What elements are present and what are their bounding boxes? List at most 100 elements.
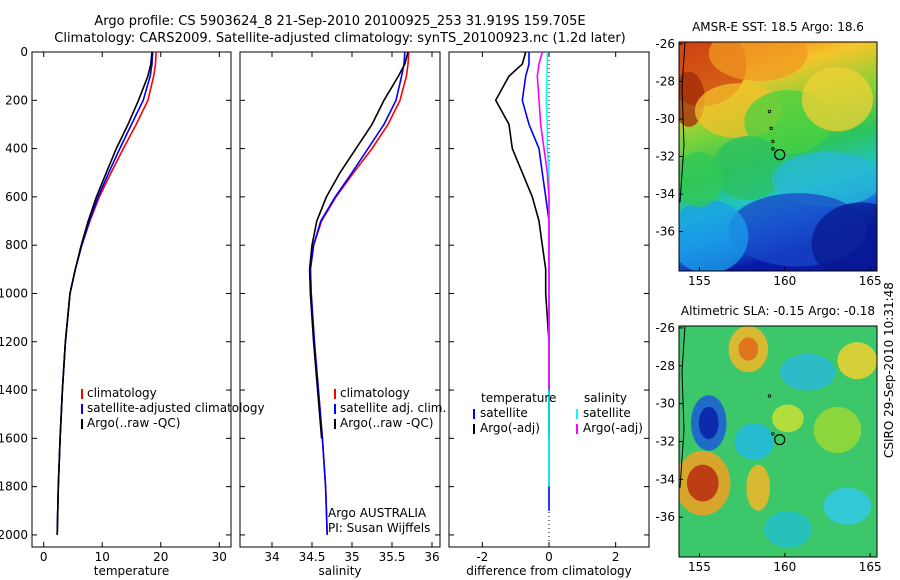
sla-patch <box>823 487 872 525</box>
y-tick-label: -28 <box>655 359 675 373</box>
y-tick-label: 1800 <box>0 480 28 494</box>
panel-frame <box>239 51 441 548</box>
map-field <box>679 42 877 271</box>
x-tick-label: 155 <box>688 274 711 288</box>
y-tick-label: 1200 <box>0 335 28 349</box>
sla-patch <box>746 464 771 511</box>
track-point <box>771 147 775 151</box>
annotation-text: PI: Susan Wijffels <box>328 521 430 535</box>
x-tick-label: 160 <box>773 560 796 574</box>
sst-patch <box>801 67 874 132</box>
sst-patch <box>679 200 749 271</box>
x-tick-label: 160 <box>773 274 796 288</box>
map-title: Altimetric SLA: -0.15 Argo: -0.18 <box>681 304 875 318</box>
float-position-marker <box>774 434 786 446</box>
x-tick-label: 35.5 <box>379 550 406 564</box>
series-line-climatology <box>56 51 157 535</box>
y-tick-label: 1000 <box>0 286 28 300</box>
y-tick-label: -30 <box>655 397 675 411</box>
legend-group-heading: salinity <box>584 391 627 405</box>
track-point <box>771 139 775 144</box>
legend-entry: Argo(-adj) <box>583 421 643 435</box>
x-axis-label: salinity <box>318 564 361 578</box>
sla-patch <box>779 353 836 391</box>
sla-patch <box>738 337 759 361</box>
x-tick-label: 20 <box>153 550 168 564</box>
sst-patch <box>679 151 723 207</box>
y-tick-label: 1600 <box>0 431 28 445</box>
sla-patch <box>837 342 877 380</box>
legend-entry: satellite <box>480 406 528 420</box>
sla-patch <box>764 510 812 548</box>
profile-panel-1: 34 34.5 35 35.5 36 salinity climatologysatelli… <box>239 51 446 578</box>
panel-frame <box>31 51 232 548</box>
x-tick-label: 36 <box>424 550 439 564</box>
series-line-argo-adj- <box>494 51 550 439</box>
y-tick-label: 400 <box>5 142 28 156</box>
annotation-text: Argo AUSTRALIA <box>328 506 427 520</box>
legend-entry: Argo(..raw -QC) <box>87 416 180 430</box>
series-line-satellite-adj-clim- <box>309 51 406 535</box>
sla-map: Altimetric SLA: -0.15 Argo: -0.18 155 160 1… <box>655 304 881 574</box>
y-tick-label: 200 <box>5 93 28 107</box>
sst-patch <box>772 151 877 207</box>
x-tick-label: 10 <box>95 550 110 564</box>
legend-entry: climatology <box>340 386 410 400</box>
sla-patch <box>813 406 862 454</box>
sla-patch <box>698 406 719 440</box>
x-tick-label: 0 <box>40 550 48 564</box>
y-tick-label: -36 <box>655 225 675 239</box>
float-position-marker <box>774 149 786 161</box>
chart-title-line2: Climatology: CARS2009. Satellite-adjuste… <box>54 31 626 46</box>
x-axis-label: difference from climatology <box>466 564 632 578</box>
x-tick-label: 34.5 <box>299 550 326 564</box>
series-line-argo-adj- <box>536 51 550 390</box>
sla-patch <box>686 464 719 502</box>
legend-entry: satellite adj. clim. <box>340 401 446 415</box>
x-tick-label: 30 <box>212 550 227 564</box>
sla-patch <box>734 423 775 460</box>
y-tick-label: 1400 <box>0 383 28 397</box>
y-tick-label: 800 <box>5 238 28 252</box>
series-line-satellite-adjusted-climatology <box>56 51 154 535</box>
y-tick-label: -28 <box>655 74 675 88</box>
x-tick-label: 155 <box>688 560 711 574</box>
x-tick-label: 2 <box>612 550 620 564</box>
track-point <box>769 126 773 131</box>
x-tick-label: 35 <box>344 550 359 564</box>
y-tick-label: -32 <box>655 150 675 164</box>
y-tick-label: -34 <box>655 187 675 201</box>
y-tick-label: 0 <box>20 45 28 59</box>
x-tick-label: -2 <box>476 550 488 564</box>
track-point <box>767 109 772 114</box>
y-tick-label: -26 <box>655 37 675 51</box>
y-tick-label: 2000 <box>0 528 28 542</box>
y-tick-label: -36 <box>655 510 675 524</box>
sla-patch <box>772 404 804 433</box>
legend-group-heading: temperature <box>481 391 556 405</box>
legend-entry: Argo(..raw -QC) <box>340 416 433 430</box>
coastline <box>679 42 686 203</box>
legend-entry: climatology <box>87 386 157 400</box>
x-tick-label: 34 <box>264 550 279 564</box>
map-field <box>679 326 877 557</box>
x-axis-label: temperature <box>94 564 169 578</box>
legend-entry: satellite <box>583 406 631 420</box>
map-title: AMSR-E SST: 18.5 Argo: 18.6 <box>692 20 864 34</box>
x-tick-label: 165 <box>859 274 882 288</box>
series-line-argo-raw-qc- <box>308 51 409 439</box>
series-line-argo-raw-qc- <box>56 51 153 535</box>
legend-entry: Argo(-adj) <box>480 421 540 435</box>
track-point <box>771 432 775 436</box>
coastline <box>679 326 686 488</box>
x-tick-label: 165 <box>859 560 882 574</box>
profile-panel-0: 0 10 20 30 0 200 400 600 800 1000 1200 1400 1600 1800… <box>0 45 265 578</box>
y-tick-label: -26 <box>655 321 675 335</box>
track-point <box>767 394 772 398</box>
sst-patch <box>708 42 808 81</box>
sst-map: AMSR-E SST: 18.5 Argo: 18.6 155 160 165 -26 -… <box>655 20 882 288</box>
y-tick-label: 600 <box>5 190 28 204</box>
y-tick-label: -34 <box>655 472 675 486</box>
